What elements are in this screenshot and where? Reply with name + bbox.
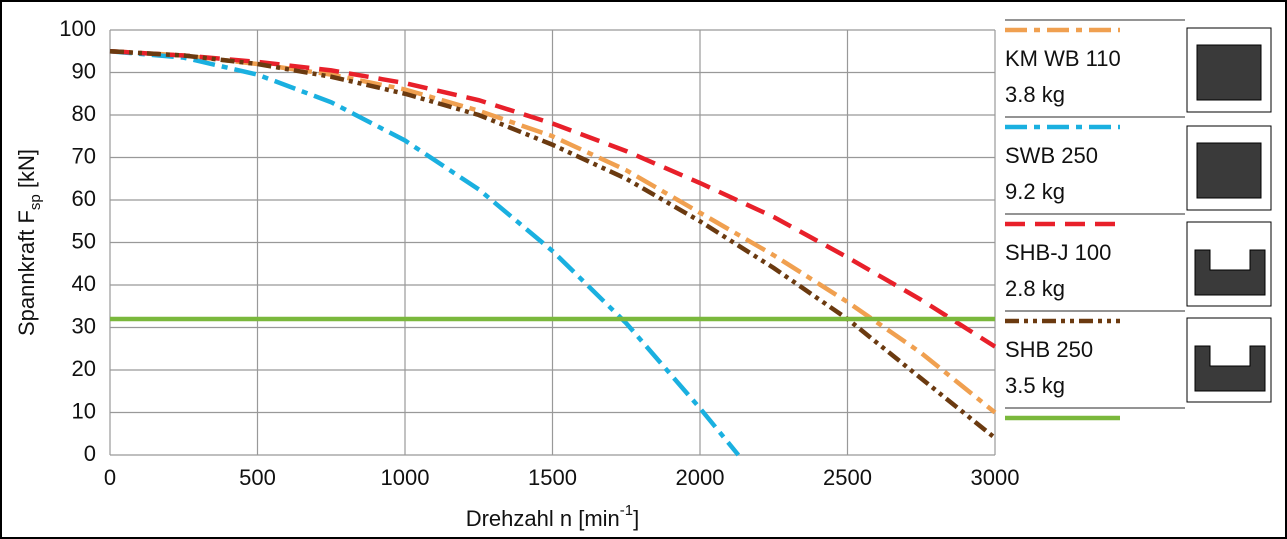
series-line <box>109 49 997 415</box>
y-tick-label: 40 <box>72 271 96 296</box>
thumb <box>1196 44 1262 101</box>
legend-note: 3.5 kg <box>1005 373 1065 398</box>
thumbnails <box>1186 27 1272 403</box>
series-line <box>109 49 997 349</box>
legend-note: 2.8 kg <box>1005 276 1065 301</box>
y-axis-title-part: sp <box>27 194 44 210</box>
x-axis-title-part: -1 <box>620 502 633 519</box>
x-tick-label: 2500 <box>823 465 872 490</box>
legend-note: 3.8 kg <box>1005 82 1065 107</box>
y-tick-label: 10 <box>72 398 96 423</box>
x-tick-label: 1500 <box>528 465 577 490</box>
y-tick-label: 60 <box>72 186 96 211</box>
y-tick-label: 100 <box>59 16 96 41</box>
y-axis-title-part: Spannkraft F <box>14 210 39 336</box>
x-tick-label: 1000 <box>381 465 430 490</box>
legend-note: 9.2 kg <box>1005 179 1065 204</box>
y-tick-label: 90 <box>72 58 96 83</box>
y-axis-title-part: [kN] <box>14 149 39 194</box>
x-tick-label: 0 <box>104 465 116 490</box>
legend-label: KM WB 110 <box>1005 46 1121 71</box>
y-tick-label: 80 <box>72 101 96 126</box>
series-line <box>109 49 741 457</box>
legend-label: SHB 250 <box>1005 337 1093 362</box>
x-tick-label: 500 <box>239 465 276 490</box>
y-tick-label: 20 <box>72 356 96 381</box>
legend-label: SHB-J 100 <box>1005 240 1111 265</box>
legend-label: SWB 250 <box>1005 143 1098 168</box>
y-tick-label: 70 <box>72 143 96 168</box>
thumb <box>1196 142 1262 199</box>
y-axis-title: Spannkraft Fsp [kN] <box>14 149 45 336</box>
x-tick-label: 2000 <box>676 465 725 490</box>
y-tick-label: 30 <box>72 313 96 338</box>
x-tick-label: 3000 <box>971 465 1020 490</box>
thumb <box>1194 345 1266 392</box>
x-axis-title: Drehzahl n [min-1] <box>466 502 640 530</box>
x-axis-title-part: Drehzahl n [min <box>466 506 620 531</box>
y-tick-label: 50 <box>72 228 96 253</box>
y-tick-label: 0 <box>84 441 96 466</box>
thumb <box>1194 249 1266 296</box>
x-axis-title-part: ] <box>633 506 639 531</box>
